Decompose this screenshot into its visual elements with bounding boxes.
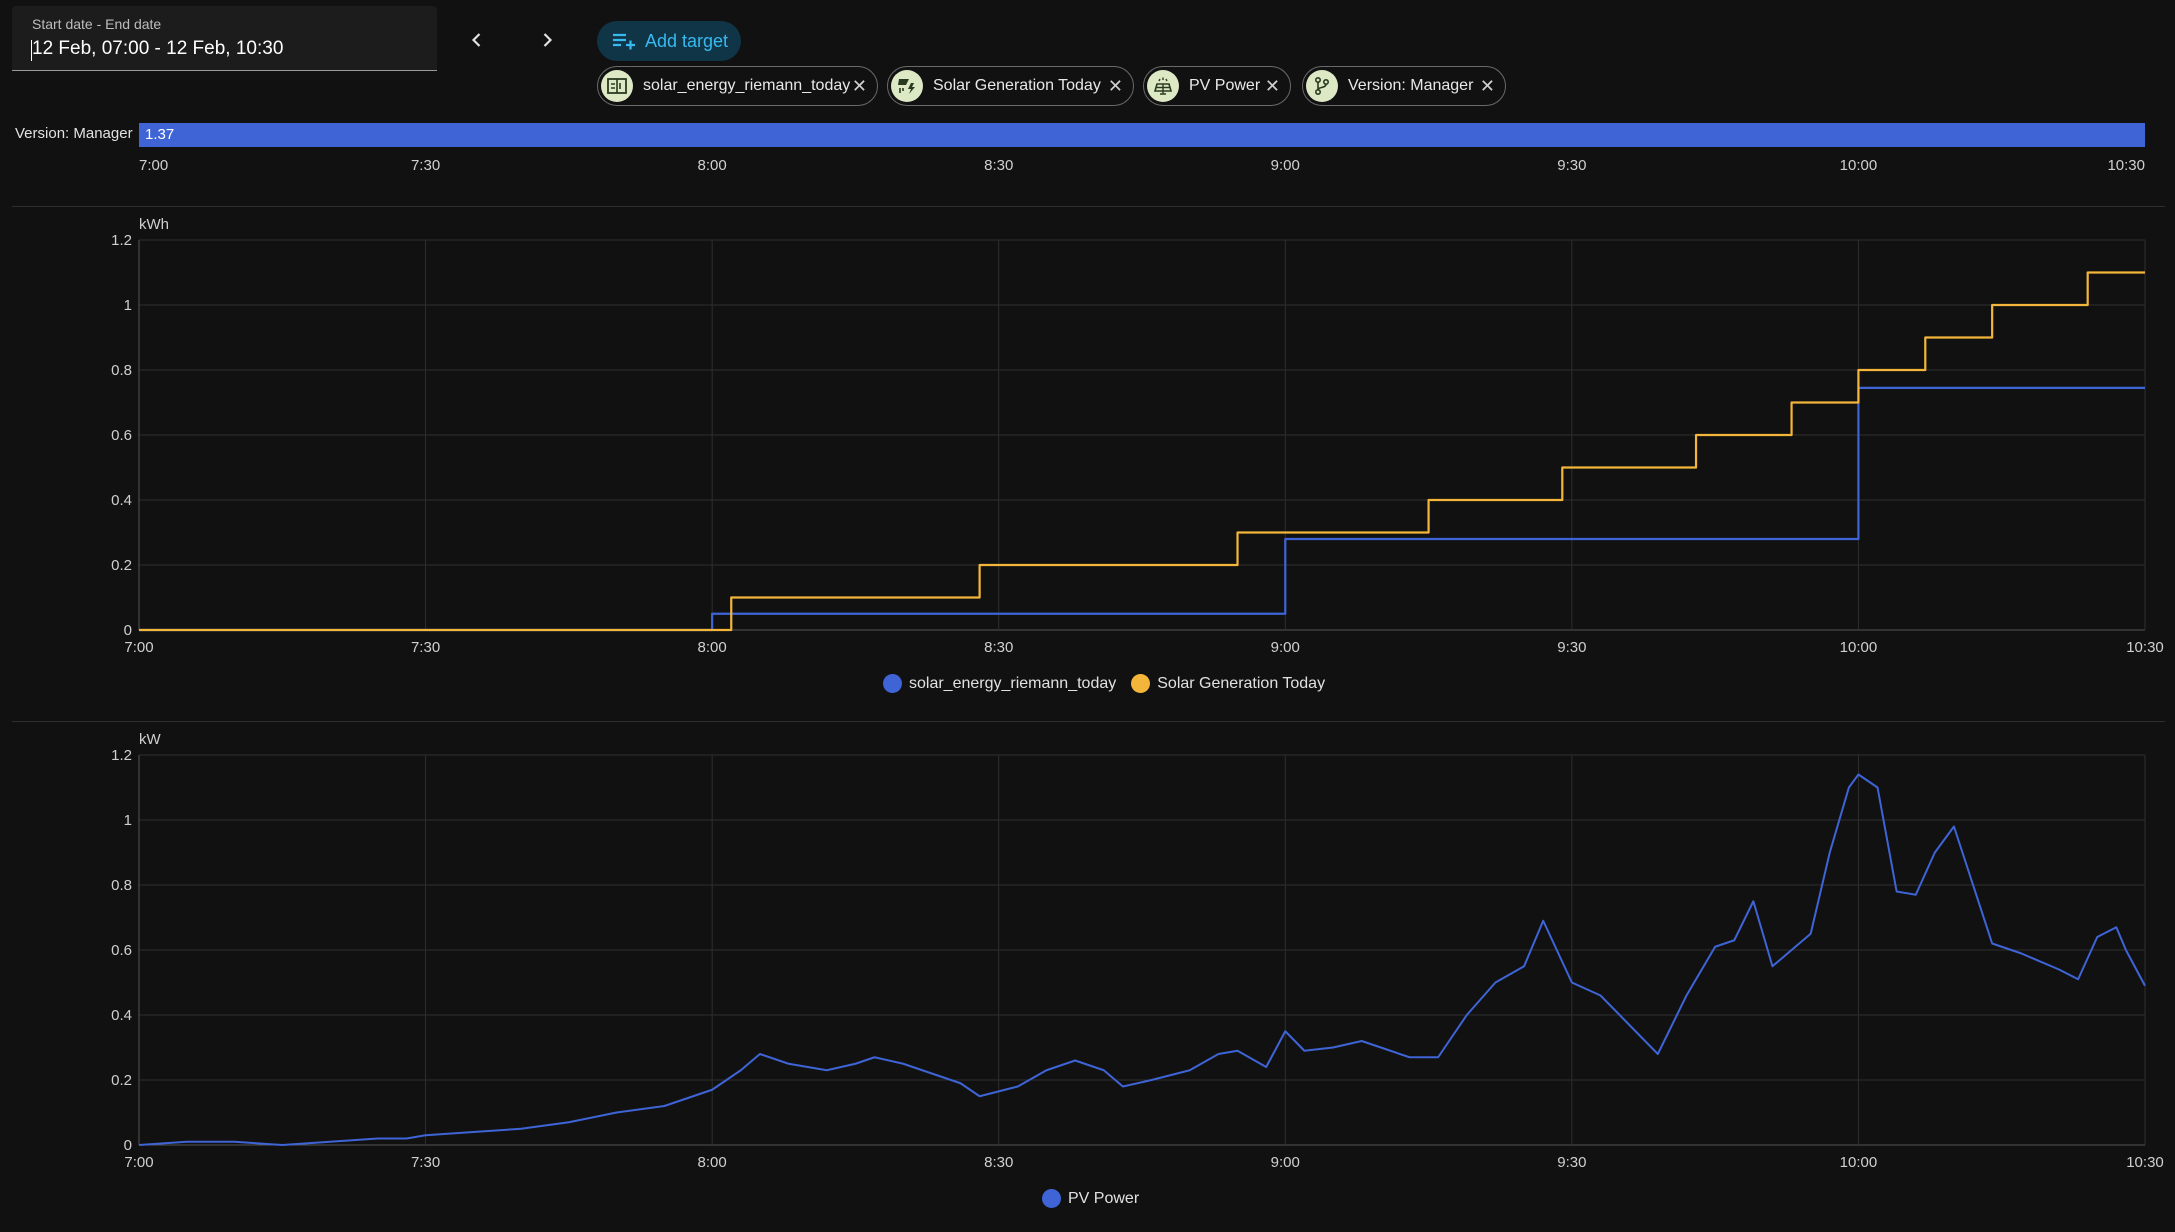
playlist-add-icon — [613, 33, 635, 50]
y-tick-label: 0.8 — [111, 877, 132, 894]
add-target-label: Add target — [645, 30, 729, 51]
y-tick-label: 0.6 — [111, 942, 132, 959]
date-range-label: Start date - End date — [32, 16, 162, 32]
y-tick-label: 0.4 — [111, 492, 132, 509]
legend-dot — [1131, 674, 1151, 693]
legend-label: Solar Generation Today — [1157, 674, 1326, 692]
target-chip-label: PV Power — [1189, 77, 1261, 94]
branch-icon — [1306, 70, 1338, 102]
target-chip-solar-generation-today[interactable]: Solar Generation Today ✕ — [887, 66, 1134, 106]
x-tick-label: 7:00 — [124, 1154, 153, 1171]
power-chart[interactable]: kW 0 0.2 0.4 0.6 0.8 1 1.2 7:00 7:30 8:00 8:30 9:00 9… — [0, 725, 2175, 1205]
x-tick-label: 7:30 — [411, 639, 440, 656]
timeline-tick-label: 10:30 — [2107, 157, 2145, 174]
timeline-tick-label: 8:30 — [984, 157, 1013, 174]
legend-item-pv-power[interactable]: PV Power — [1042, 1189, 1139, 1208]
x-tick-label: 7:30 — [411, 1154, 440, 1171]
y-tick-label: 0 — [124, 622, 132, 639]
legend-dot — [883, 674, 902, 693]
x-tick-label: 10:00 — [1840, 1154, 1878, 1171]
x-tick-label: 9:00 — [1271, 1154, 1300, 1171]
text-cursor — [31, 40, 32, 61]
target-chip-version-manager[interactable]: Version: Manager ✕ — [1302, 66, 1506, 106]
timeline-tick-label: 10:00 — [1840, 157, 1878, 174]
x-tick-label: 8:30 — [984, 1154, 1013, 1171]
series-line-pv-power[interactable] — [138, 773, 2146, 1146]
previous-period-button[interactable] — [459, 22, 495, 58]
y-tick-label: 1 — [124, 812, 132, 829]
timeline-tick-label: 9:00 — [1271, 157, 1300, 174]
timeline-tick-label: 9:30 — [1557, 157, 1586, 174]
legend-label: PV Power — [1068, 1189, 1140, 1207]
x-tick-label: 8:00 — [698, 639, 727, 656]
power-chart-legend: PV Power — [1042, 1189, 1154, 1208]
solar-panel-icon — [1147, 70, 1179, 102]
target-chip-pv-power[interactable]: PV Power ✕ — [1143, 66, 1291, 106]
chevron-right-icon — [543, 33, 553, 47]
legend-item-solar-energy-riemann-today[interactable]: solar_energy_riemann_today — [883, 674, 1116, 693]
x-tick-label: 7:00 — [124, 639, 153, 656]
timeline-bar-value: 1.37 — [145, 126, 175, 143]
x-tick-label: 10:30 — [2126, 1154, 2164, 1171]
y-tick-label: 0.2 — [111, 557, 132, 574]
x-tick-label: 8:00 — [698, 1154, 727, 1171]
timeline-tick-label: 7:00 — [139, 157, 168, 174]
x-tick-label: 9:00 — [1271, 639, 1300, 656]
close-icon[interactable]: ✕ — [1107, 75, 1123, 96]
timeline-tick-label: 7:30 — [411, 157, 440, 174]
close-icon[interactable]: ✕ — [851, 75, 867, 96]
target-chip-label: Solar Generation Today — [933, 77, 1101, 94]
y-tick-label: 0.6 — [111, 427, 132, 444]
y-tick-label: 0.8 — [111, 362, 132, 379]
legend-dot — [1042, 1189, 1061, 1208]
timeline-bar[interactable]: 1.37 — [139, 123, 2145, 147]
x-tick-label: 10:00 — [1840, 639, 1878, 656]
y-axis-unit: kWh — [139, 216, 169, 233]
target-chip-solar-energy-riemann-today[interactable]: solar_energy_riemann_today ✕ — [597, 66, 878, 106]
x-tick-label: 8:30 — [984, 639, 1013, 656]
divider — [12, 206, 2165, 207]
y-tick-label: 1 — [124, 297, 132, 314]
timeline-axis: 7:00 7:30 8:00 8:30 9:00 9:30 10:00 10:30 — [139, 157, 2145, 174]
y-tick-label: 0.2 — [111, 1072, 132, 1089]
energy-chart-legend: solar_energy_riemann_today Solar Generat… — [883, 674, 1340, 693]
target-chip-label: solar_energy_riemann_today — [643, 77, 851, 94]
legend-item-solar-generation-today[interactable]: Solar Generation Today — [1131, 674, 1325, 693]
x-tick-label: 9:30 — [1557, 1154, 1586, 1171]
y-axis-unit: kW — [139, 731, 162, 748]
series-line-solar-energy-riemann-today[interactable] — [139, 386, 2145, 632]
chevron-left-icon — [471, 33, 481, 47]
meter-icon — [601, 70, 633, 102]
date-range-value[interactable]: 12 Feb, 07:00 - 12 Feb, 10:30 — [32, 38, 284, 59]
add-target-button[interactable]: Add target — [597, 21, 741, 61]
x-tick-label: 10:30 — [2126, 639, 2164, 656]
date-range-picker[interactable]: Start date - End date 12 Feb, 07:00 - 12… — [12, 6, 437, 71]
y-tick-label: 1.2 — [111, 747, 132, 764]
timeline-tick-label: 8:00 — [698, 157, 727, 174]
solar-power-icon — [891, 70, 923, 102]
target-chip-label: Version: Manager — [1348, 77, 1474, 94]
y-tick-label: 0.4 — [111, 1007, 132, 1024]
close-icon[interactable]: ✕ — [1479, 75, 1495, 96]
energy-chart[interactable]: kWh 0 0.2 0.4 0.6 0.8 1 1.2 7:00 7:30 8:00 8:30 9:00… — [0, 210, 2175, 690]
y-tick-label: 0 — [124, 1137, 132, 1154]
series-line-solar-generation-today[interactable] — [139, 271, 2145, 632]
close-icon[interactable]: ✕ — [1264, 75, 1280, 96]
y-tick-label: 1.2 — [111, 232, 132, 249]
divider — [12, 721, 2165, 722]
next-period-button[interactable] — [529, 22, 565, 58]
legend-label: solar_energy_riemann_today — [909, 674, 1117, 692]
x-tick-label: 9:30 — [1557, 639, 1586, 656]
timeline-row-label: Version: Manager — [15, 125, 133, 142]
